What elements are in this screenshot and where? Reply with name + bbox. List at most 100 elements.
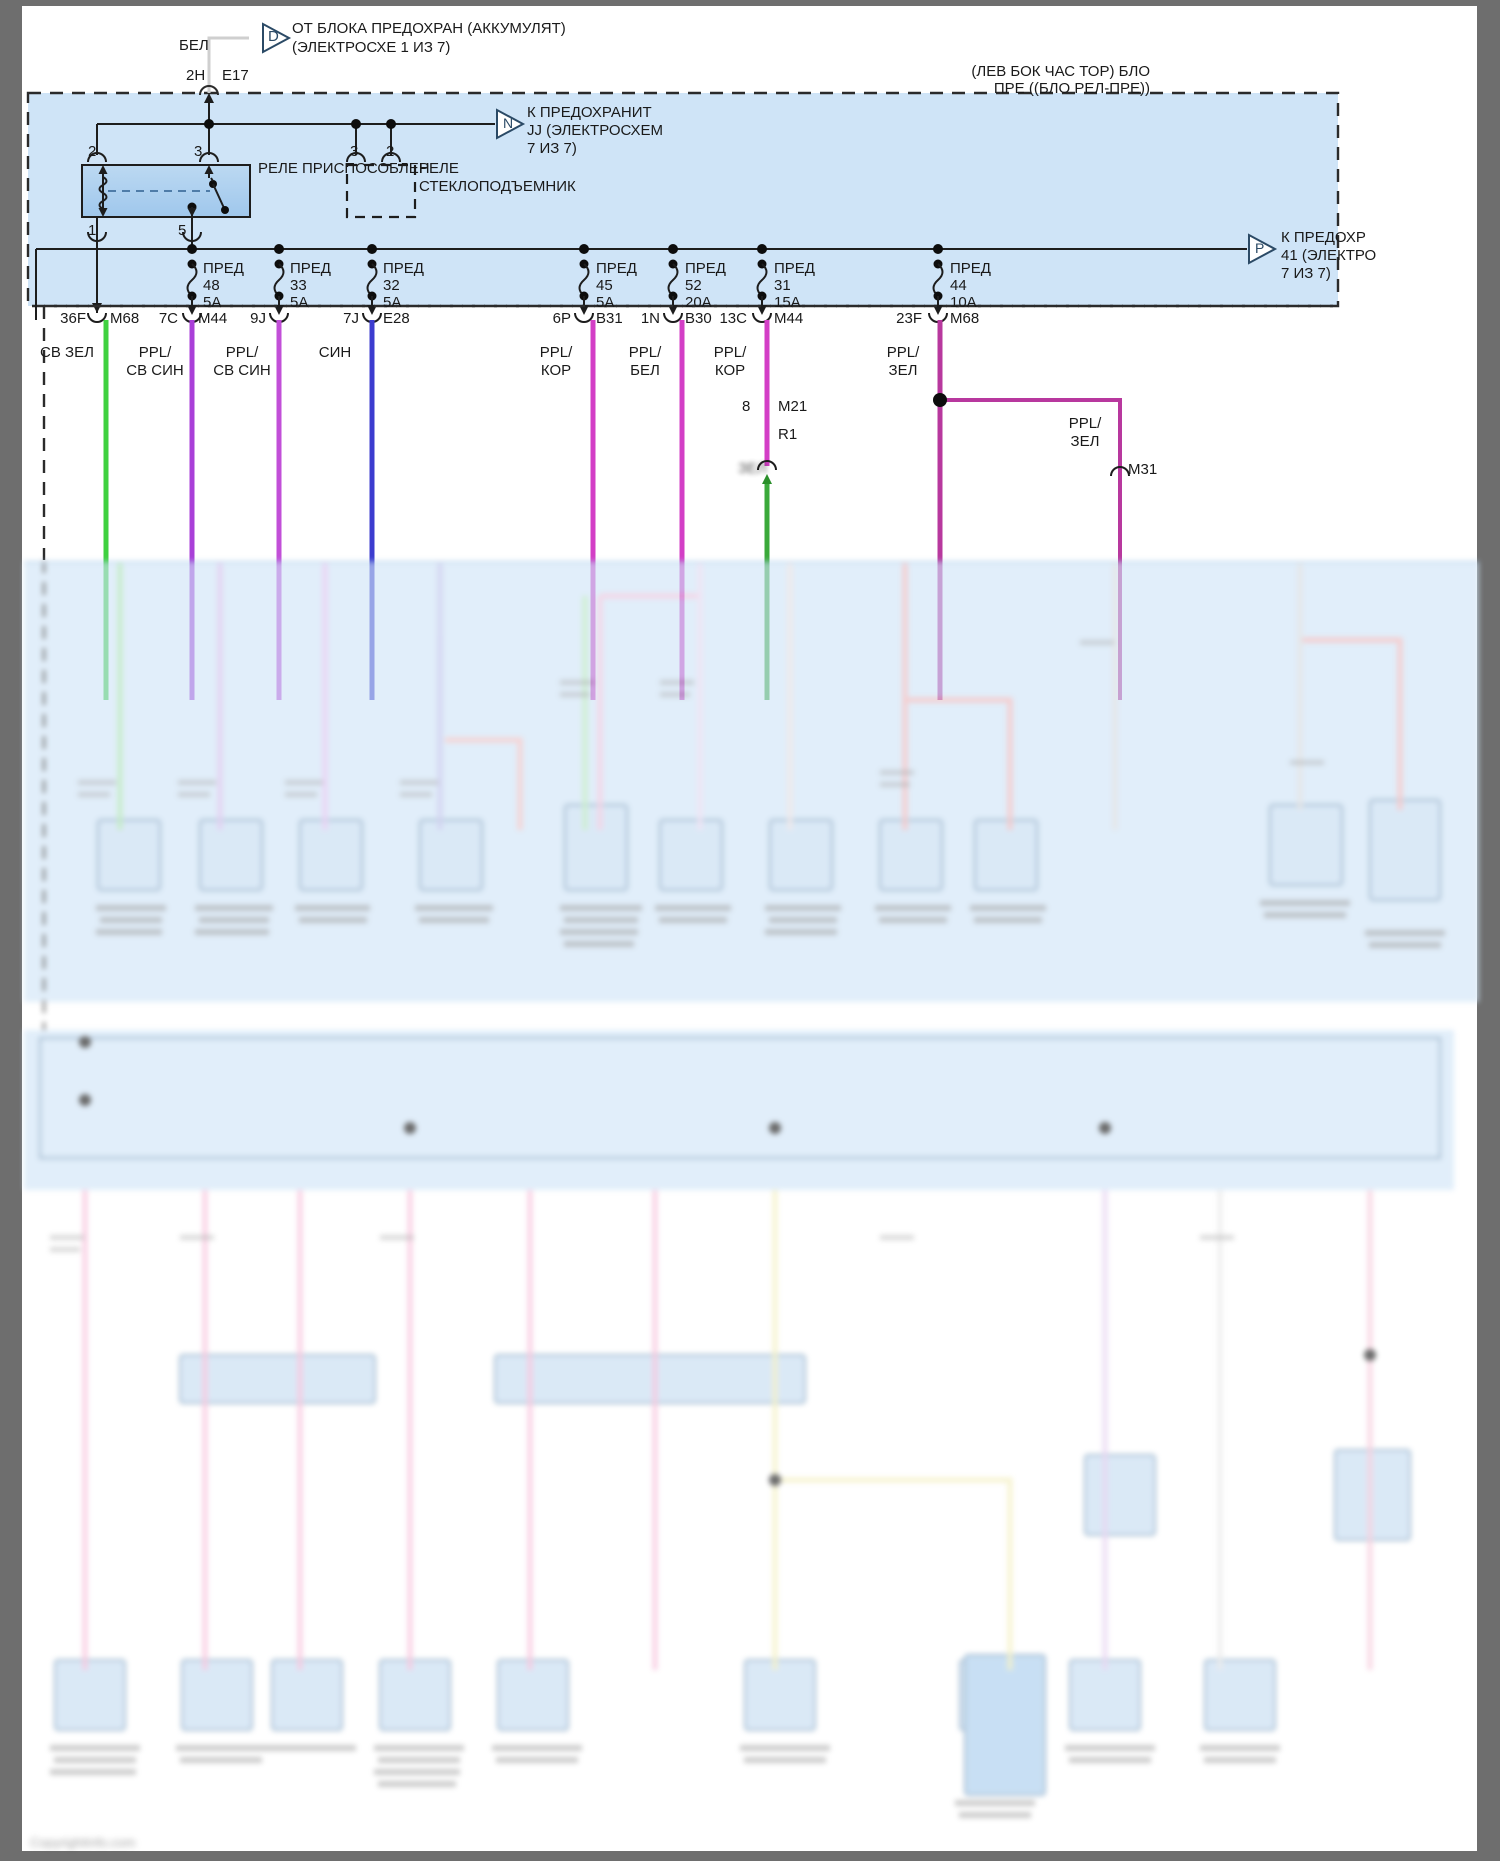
fuse-word-45: ПРЕД — [596, 260, 637, 277]
junction-dot — [351, 119, 361, 129]
wire-label-7J-1: СИН — [318, 344, 352, 361]
wire-label-13C-2: КОР — [714, 362, 746, 379]
splice-m21-pin: 8 — [742, 398, 751, 415]
fuse-word-31: ПРЕД — [774, 260, 815, 277]
connector-p-tag: P — [1255, 240, 1265, 256]
source-pin: 2H — [186, 67, 206, 84]
relay2-pin-top-2: 2 — [386, 143, 395, 160]
connector-d-triangle — [262, 22, 292, 54]
pin-7C: 7C — [158, 310, 178, 327]
source-connector-line-1: ОТ БЛОКА ПРЕДОХРАН (АККУМУЛЯТ) — [292, 20, 566, 37]
pin-7J: 7J — [343, 310, 359, 327]
connector-n-tag: N — [503, 115, 514, 131]
wire-label-7C-1: PPL/ — [138, 344, 172, 361]
connector-d-tag: D — [268, 28, 279, 45]
wire-label-6P-2: КОР — [540, 362, 572, 379]
wire-label-23F-1: PPL/ — [886, 344, 920, 361]
connector-p-line-2: 41 (ЭЛЕКТРО — [1281, 247, 1377, 264]
wire-bel-source — [207, 36, 249, 93]
relay2-pin-top-1: 3 — [350, 143, 359, 160]
fuse-number-45: 45 — [596, 277, 613, 294]
relay-window-box[interactable] — [345, 163, 417, 219]
block-title-line-1: (ЛЕВ БОК ЧАС ТОР) БЛО — [971, 63, 1150, 80]
connector-p-triangle — [1248, 233, 1278, 265]
splice-r1-wire-color: ЗЕЛ — [738, 460, 767, 477]
pin-1N: 1N — [640, 310, 660, 327]
connector-M44-1: M44 — [198, 310, 228, 327]
connector-m31-label: M31 — [1128, 461, 1158, 478]
wire-label-7C-2: СВ СИН — [126, 362, 184, 379]
footer-note: CopyrightInfo.com — [30, 1835, 136, 1850]
fuse-rating-33: 5A — [290, 294, 309, 311]
relay-coil — [98, 176, 108, 210]
relay-contact-dot — [221, 206, 229, 214]
relay1-name: РЕЛЕ ПРИСПОСОБЛЕН — [258, 160, 430, 177]
wire-label-23F-2: ЗЕЛ — [888, 362, 918, 379]
connector-e17-arc — [199, 85, 219, 96]
connector-m31-arc — [1110, 466, 1130, 477]
connector-n-line-1: К ПРЕДОХРАНИТ — [527, 104, 652, 121]
source-wire-color: БЕЛ — [179, 37, 209, 54]
wire-label-1N-2: БЕЛ — [630, 362, 660, 379]
fuse-number-48: 48 — [203, 277, 220, 294]
fuse-word-48: ПРЕД — [203, 260, 244, 277]
splice-r1-label: R1 — [778, 426, 798, 443]
junction-dot — [386, 119, 396, 129]
pin-13C: 13C — [719, 310, 747, 327]
relay2-name-line-1: РЕЛЕ — [419, 160, 459, 177]
connector-E28: E28 — [383, 310, 410, 327]
wire-label-9J-1: PPL/ — [225, 344, 259, 361]
source-connector-line-2: (ЭЛЕКТРОСХЕ 1 ИЗ 7) — [292, 39, 451, 56]
connector-M44-2: M44 — [774, 310, 804, 327]
arrow-up-e17 — [204, 93, 214, 103]
fuse-block-outline — [26, 91, 1340, 308]
relay1-pin-bottom-2: 5 — [178, 222, 187, 239]
relay1-pin-top-1: 2 — [88, 143, 97, 160]
fuse-number-44: 44 — [950, 277, 967, 294]
fuse-rating-31: 15A — [774, 294, 801, 311]
block-title-line-2: ПРЕ ((БЛО РЕЛ-ПРЕ)) — [993, 80, 1150, 97]
fuse-number-33: 33 — [290, 277, 307, 294]
fuse-rating-44: 10A — [950, 294, 977, 311]
relay2-name-line-2: СТЕКЛОПОДЪЕМНИК — [419, 178, 576, 195]
connector-B30: B30 — [685, 310, 712, 327]
fuse-word-44: ПРЕД — [950, 260, 991, 277]
fuse-number-52: 52 — [685, 277, 702, 294]
source-connector-id: E17 — [222, 67, 249, 84]
fuse-word-52: ПРЕД — [685, 260, 726, 277]
wire-label-6P-1: PPL/ — [539, 344, 573, 361]
connector-n-line-3: 7 ИЗ 7) — [527, 140, 577, 157]
connector-n-triangle — [496, 108, 526, 140]
fuse-word-33: ПРЕД — [290, 260, 331, 277]
fuse-rating-48: 5A — [203, 294, 222, 311]
junction-dot — [204, 119, 214, 129]
relay1-pin-bottom-1: 1 — [88, 222, 97, 239]
branch-wire-label-1: PPL/ — [1068, 415, 1102, 432]
wire-label-13C-1: PPL/ — [713, 344, 747, 361]
relay1-pin-top-2: 3 — [194, 143, 203, 160]
wire-label-36F-1: СВ ЗЕЛ — [40, 344, 94, 361]
fuse-group — [186, 244, 944, 315]
fuse-rating-52: 20A — [685, 294, 712, 311]
connector-B31: B31 — [596, 310, 623, 327]
pin-6P: 6P — [552, 310, 571, 327]
pin-36F: 36F — [60, 310, 86, 327]
wire-label-1N-1: PPL/ — [628, 344, 662, 361]
connector-m21-arc — [757, 460, 777, 471]
branch-wire-label-2: ЗЕЛ — [1070, 433, 1100, 450]
pin-23F: 23F — [896, 310, 922, 327]
connector-n-line-2: JJ (ЭЛЕКТРОСХЕМ — [527, 122, 664, 139]
fuse-number-32: 32 — [383, 277, 400, 294]
wire-label-9J-2: СВ СИН — [213, 362, 271, 379]
connector-M68-2: M68 — [950, 310, 980, 327]
connector-p-line-3: 7 ИЗ 7) — [1281, 265, 1331, 282]
fuse-rating-45: 5A — [596, 294, 615, 311]
connector-M68-1: M68 — [110, 310, 140, 327]
fuse-word-32: ПРЕД — [383, 260, 424, 277]
connector-p-line-1: К ПРЕДОХР — [1281, 229, 1366, 246]
splice-m21-connector: M21 — [778, 398, 808, 415]
fuse-rating-32: 5A — [383, 294, 402, 311]
